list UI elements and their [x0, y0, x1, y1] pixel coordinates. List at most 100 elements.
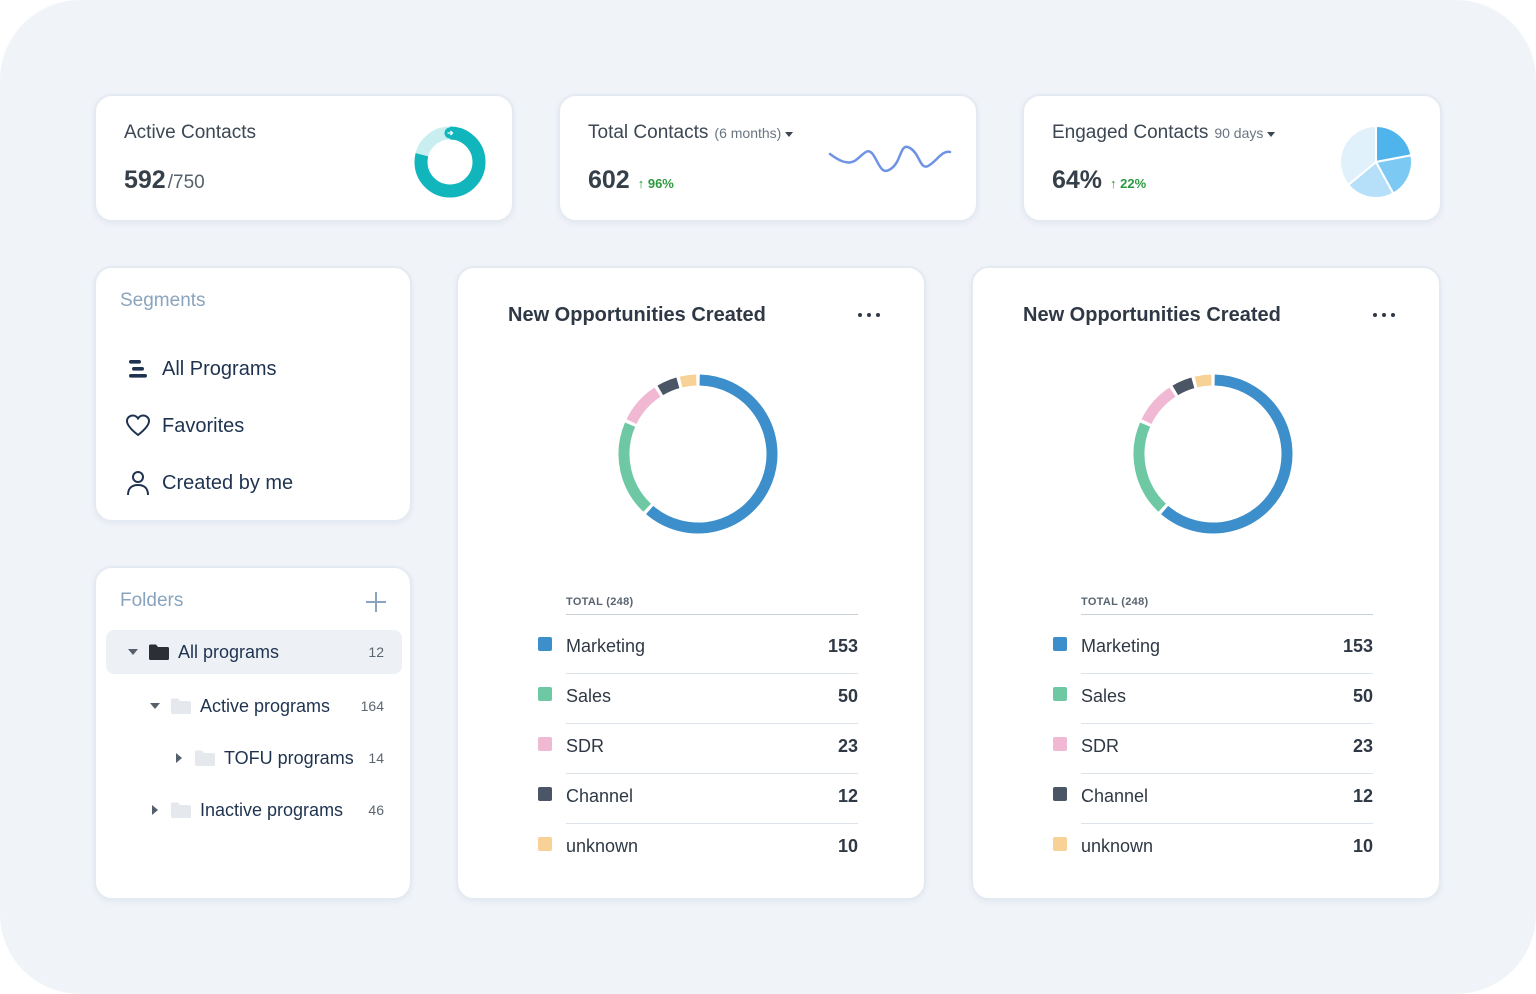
sparkline-line: [828, 145, 952, 173]
legend-swatch: [538, 637, 552, 651]
legend-row-unknown: unknown 10: [1053, 824, 1373, 874]
caret-down-icon: [1267, 131, 1276, 137]
expand-toggle[interactable]: [172, 751, 186, 765]
engaged-contacts-card: Engaged Contacts 90 days 64% ↑ 22%: [1022, 94, 1442, 222]
donut-segment-sales: [618, 422, 652, 512]
legend-row-channel: Channel 12: [538, 774, 858, 824]
segment-all-programs[interactable]: All Programs: [124, 354, 276, 384]
segment-label: Created by me: [162, 471, 294, 494]
legend-value: 153: [827, 636, 858, 656]
legend-swatch: [1053, 687, 1067, 701]
total-contacts-card: Total Contacts (6 months) 602 ↑ 96%: [558, 94, 978, 222]
expand-toggle[interactable]: [148, 803, 162, 817]
pie-slice-engaged-a: [1375, 124, 1413, 164]
opportunities-card: New Opportunities Created TOTAL (248) Ma…: [456, 266, 926, 900]
segments-title: Segments: [120, 290, 206, 311]
legend-swatch: [1053, 737, 1067, 751]
legend-divider: [1081, 773, 1373, 774]
folder-label: TOFU programs: [224, 747, 354, 768]
folder-count: 14: [368, 750, 384, 766]
active-contacts-value: 592: [124, 166, 166, 194]
folder-label: All programs: [178, 641, 280, 662]
dot-icon: [858, 313, 862, 317]
folder-count: 164: [360, 698, 384, 714]
folder-row-all-programs[interactable]: All programs 12: [106, 630, 402, 674]
donut-segment-unknown: [1194, 374, 1212, 388]
donut-segment-sdr: [1141, 387, 1176, 425]
legend-value: 23: [837, 736, 858, 756]
legend-label: Channel: [566, 786, 634, 806]
arrow-up-icon: ↑: [637, 176, 645, 191]
legend-row-channel: Channel 12: [1053, 774, 1373, 824]
dot-icon: [876, 313, 880, 317]
legend-label: unknown: [566, 836, 639, 856]
legend-row-sdr: SDR 23: [538, 724, 858, 774]
opportunities-donut-chart: [1133, 374, 1293, 534]
chevron-down-icon: [150, 703, 160, 709]
chevron-right-icon: [176, 753, 182, 763]
segments-panel: Segments All Programs Favorites Created …: [94, 266, 412, 522]
folder-row-inactive-programs[interactable]: Inactive programs 46: [106, 788, 402, 832]
folder-icon: [171, 698, 191, 714]
legend-swatch: [1053, 637, 1067, 651]
total-label: TOTAL (248): [1081, 596, 1149, 608]
legend-label: unknown: [1081, 836, 1154, 856]
legend-swatch: [538, 787, 552, 801]
folder-label: Active programs: [200, 695, 331, 716]
legend-row-sales: Sales 50: [538, 674, 858, 724]
legend-swatch: [538, 687, 552, 701]
legend-value: 50: [837, 686, 858, 706]
engaged-contacts-pie-chart: [1339, 124, 1413, 199]
period-dropdown[interactable]: 90 days: [1214, 125, 1276, 141]
heart-icon: [124, 412, 152, 440]
engaged-contacts-delta: ↑ 22%: [1110, 176, 1146, 191]
add-folder-button[interactable]: [364, 590, 388, 614]
folder-row-active-programs[interactable]: Active programs 164: [106, 684, 402, 728]
engaged-contacts-delta-value: 22%: [1120, 176, 1147, 191]
legend-value: 23: [1352, 736, 1373, 756]
folder-row-tofu-programs[interactable]: TOFU programs 14: [106, 736, 402, 780]
legend-swatch: [1053, 787, 1067, 801]
legend-divider: [1081, 823, 1373, 824]
period-dropdown[interactable]: (6 months): [714, 125, 794, 141]
donut-segment-unknown: [679, 374, 697, 388]
engaged-contacts-value-row: 64% ↑ 22%: [1052, 166, 1146, 195]
more-options-button[interactable]: [858, 308, 880, 322]
folder-icon: [171, 802, 191, 818]
total-contacts-delta: ↑ 96%: [638, 176, 674, 191]
pie-slice-not-engaged: [1339, 124, 1377, 187]
legend-swatch: [1053, 837, 1067, 851]
dot-icon: [1391, 313, 1395, 317]
opportunities-card: New Opportunities Created TOTAL (248) Ma…: [971, 266, 1441, 900]
folders-panel: Folders All programs 12 Active programs …: [94, 566, 412, 900]
engaged-contacts-value: 64%: [1052, 166, 1103, 194]
engaged-contacts-title-row: Engaged Contacts 90 days: [1052, 122, 1276, 144]
chevron-right-icon: [152, 805, 158, 815]
collapse-toggle[interactable]: [126, 645, 140, 659]
legend-label: Marketing: [566, 636, 646, 656]
legend-label: Sales: [566, 686, 612, 706]
more-options-button[interactable]: [1373, 308, 1395, 322]
pie-slice-engaged-b: [1374, 154, 1413, 195]
legend-divider: [566, 723, 858, 724]
list-icon: [124, 355, 152, 383]
folder-label: Inactive programs: [200, 799, 344, 820]
opportunities-title: New Opportunities Created: [1023, 304, 1281, 326]
active-contacts-limit: /750: [167, 172, 205, 193]
donut-segment-marketing: [1161, 374, 1293, 534]
legend-swatch: [538, 837, 552, 851]
legend-label: SDR: [566, 736, 605, 756]
segment-favorites[interactable]: Favorites: [124, 411, 244, 441]
legend-value: 12: [837, 786, 858, 806]
legend-swatch: [538, 737, 552, 751]
legend-value: 50: [1352, 686, 1373, 706]
segment-created-by-me[interactable]: Created by me: [124, 468, 293, 498]
active-contacts-value-row: 592/750: [124, 166, 205, 195]
legend-divider: [566, 673, 858, 674]
collapse-toggle[interactable]: [148, 699, 162, 713]
total-contacts-sparkline: [828, 145, 952, 173]
dot-icon: [1382, 313, 1386, 317]
pie-slice-engaged-c: [1346, 160, 1395, 199]
active-contacts-progress-ring: [414, 126, 486, 198]
legend-row-sdr: SDR 23: [1053, 724, 1373, 774]
